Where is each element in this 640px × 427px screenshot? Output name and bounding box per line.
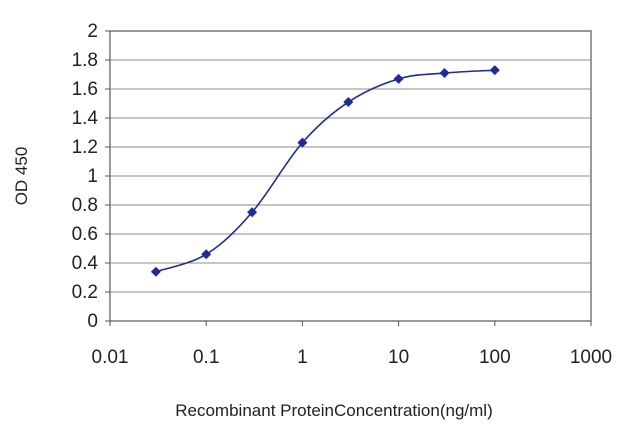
x-axis-title: Recombinant ProteinConcentration(ng/ml) [175,401,493,420]
y-tick-label: 1.2 [72,137,98,158]
series-line [155,69,495,273]
x-tick-label: 1 [297,347,308,368]
x-tick-label: 0.01 [92,347,129,368]
x-tick-label: 100 [479,347,511,368]
x-tick-label: 10 [388,347,409,368]
y-tick-label: 0.6 [72,224,98,245]
y-tick-label: 0 [87,311,98,332]
x-tick-label: 0.1 [193,347,219,368]
y-axis-ticks: 0 0.2 0.4 0.6 0.8 1 1.2 1.4 1.6 1.8 2 [72,21,110,332]
data-point-marker [343,97,354,108]
data-point-marker [489,65,500,76]
y-tick-label: 0.4 [72,253,99,274]
x-tick-label: 1000 [570,347,612,368]
y-tick-label: 0.8 [72,195,98,216]
y-tick-label: 2 [87,21,98,42]
data-point-marker [393,73,404,84]
x-axis-ticks: 0.01 0.1 1 10 100 1000 [92,321,612,368]
data-point-marker [150,266,161,277]
y-axis-title: OD 450 [12,147,31,206]
data-point-marker [247,207,258,218]
gridlines [110,59,591,293]
data-point-marker [439,68,450,79]
y-tick-label: 1 [87,166,98,187]
data-point-marker [201,249,212,260]
y-tick-label: 1.4 [72,108,99,129]
data-point-marker [297,137,308,148]
data-points [150,65,500,277]
y-tick-label: 1.6 [72,79,98,100]
y-tick-label: 1.8 [72,50,98,71]
y-tick-label: 0.2 [72,282,98,303]
